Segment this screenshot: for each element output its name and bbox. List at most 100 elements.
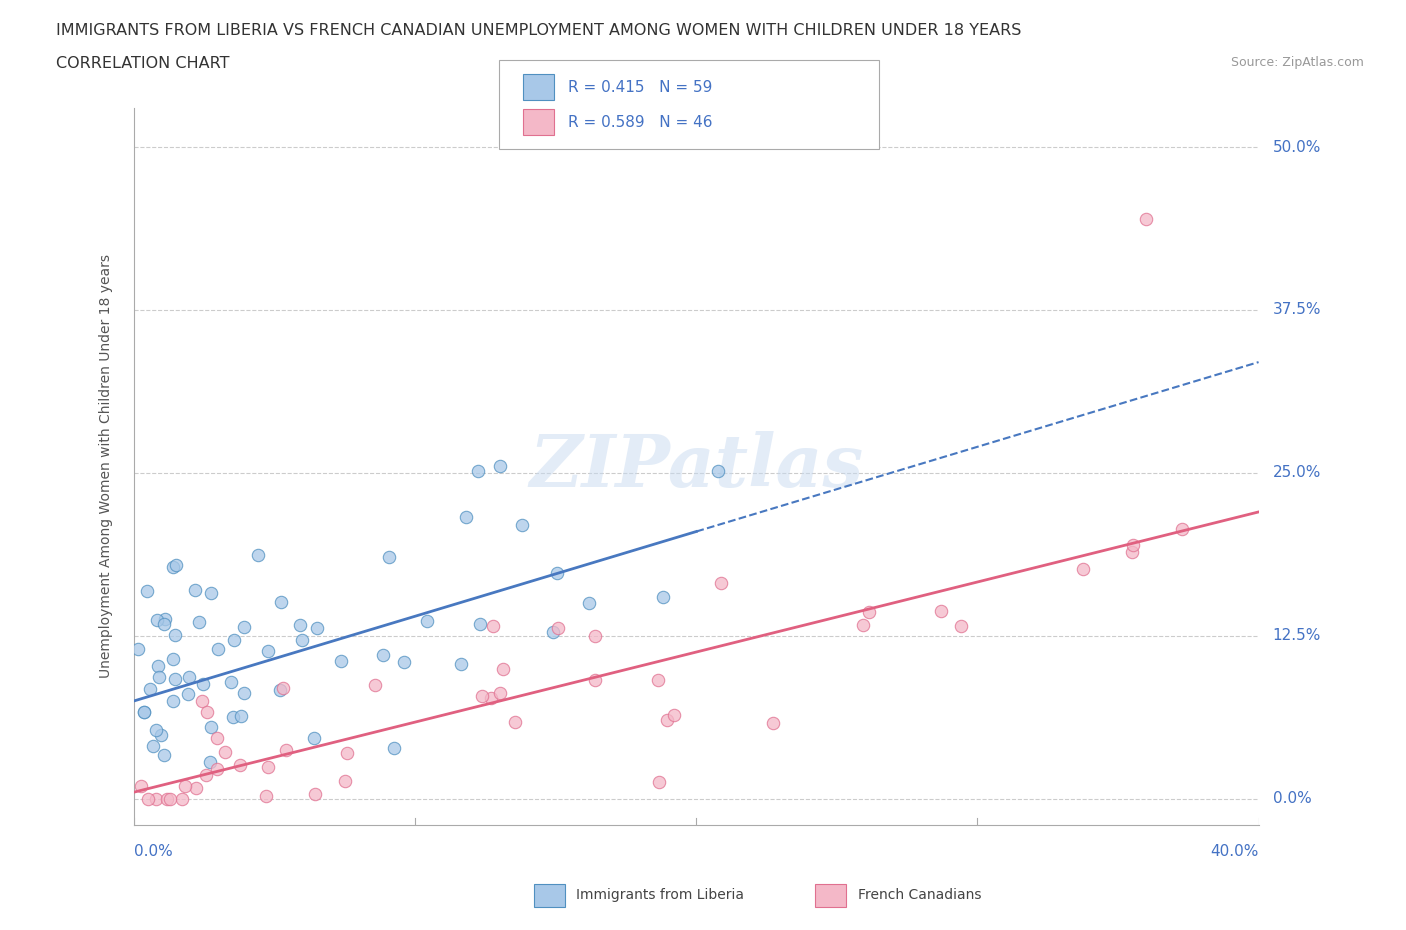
Point (762, 715, 785, 730)
Point (142, 738, 165, 753)
Point (288, 618, 311, 632)
Point (710, 576, 733, 591)
Point (1071, 562, 1094, 577)
Point (657, 712, 679, 727)
Point (382, 741, 405, 756)
Point (489, 685, 512, 700)
Text: 50.0%: 50.0% (1272, 140, 1322, 154)
Text: French Canadians: French Canadians (858, 888, 981, 902)
Point (200, 720, 222, 735)
Point (471, 689, 494, 704)
Point (256, 760, 278, 775)
Point (1121, 544, 1143, 559)
Point (146, 659, 169, 674)
Point (231, 709, 253, 724)
Point (302, 730, 325, 745)
Point (546, 565, 568, 580)
Point (163, 628, 186, 643)
Point (450, 657, 472, 671)
Y-axis label: Unemployment Among Women with Children Under 18 years: Unemployment Among Women with Children U… (100, 254, 114, 678)
Point (177, 686, 200, 701)
Point (415, 613, 437, 628)
Point (378, 550, 401, 565)
Point (195, 704, 218, 719)
Point (153, 617, 176, 631)
Point (165, 557, 187, 572)
Point (371, 647, 394, 662)
Point (136, 584, 159, 599)
Point (492, 662, 515, 677)
Point (467, 464, 489, 479)
Point (503, 714, 526, 729)
Point (246, 548, 269, 563)
Text: 40.0%: 40.0% (1211, 844, 1258, 859)
Point (336, 746, 359, 761)
Point (1171, 522, 1194, 537)
Point (148, 670, 170, 684)
Text: 25.0%: 25.0% (1272, 465, 1322, 481)
Point (191, 677, 214, 692)
Point (162, 560, 184, 575)
Text: 0.0%: 0.0% (1272, 791, 1312, 806)
Text: CORRELATION CHART: CORRELATION CHART (56, 56, 229, 71)
Point (145, 612, 167, 627)
Point (394, 655, 416, 670)
Point (456, 510, 478, 525)
Point (647, 775, 669, 790)
Point (153, 748, 176, 763)
Point (583, 673, 606, 688)
Point (488, 458, 510, 473)
Point (184, 780, 207, 795)
Point (222, 710, 245, 724)
Point (333, 774, 356, 789)
Point (468, 617, 491, 631)
Point (276, 742, 298, 757)
Point (583, 629, 606, 644)
Point (139, 681, 162, 696)
Point (662, 708, 685, 723)
Point (205, 730, 228, 745)
Point (179, 670, 201, 684)
Point (482, 618, 505, 633)
Point (271, 681, 294, 696)
Point (578, 595, 600, 610)
Point (159, 791, 181, 806)
Point (153, 612, 176, 627)
Point (205, 762, 228, 777)
Point (222, 632, 245, 647)
Point (191, 694, 214, 709)
Point (162, 694, 184, 709)
Text: 0.0%: 0.0% (134, 844, 173, 859)
Point (156, 791, 179, 806)
Text: R = 0.589   N = 46: R = 0.589 N = 46 (568, 114, 713, 129)
Text: R = 0.415   N = 59: R = 0.415 N = 59 (568, 80, 713, 95)
Point (184, 582, 207, 597)
Point (1122, 538, 1144, 552)
Point (254, 789, 277, 804)
Point (165, 671, 187, 686)
Text: IMMIGRANTS FROM LIBERIA VS FRENCH CANADIAN UNEMPLOYMENT AMONG WOMEN WITH CHILDRE: IMMIGRANTS FROM LIBERIA VS FRENCH CANADI… (56, 23, 1022, 38)
Point (129, 779, 152, 794)
Point (173, 778, 195, 793)
Point (219, 675, 242, 690)
Point (187, 615, 209, 630)
Point (852, 618, 875, 632)
Point (214, 745, 236, 760)
Point (479, 690, 502, 705)
Point (307, 620, 329, 635)
Point (229, 758, 252, 773)
Point (232, 685, 254, 700)
Point (929, 604, 952, 618)
Point (198, 754, 221, 769)
Point (949, 618, 972, 633)
Point (364, 678, 387, 693)
Point (232, 619, 254, 634)
Point (134, 704, 156, 719)
Point (858, 604, 880, 619)
Point (162, 652, 184, 667)
Text: Immigrants from Liberia: Immigrants from Liberia (576, 888, 744, 902)
Text: ZIPatlas: ZIPatlas (529, 431, 863, 502)
Point (195, 768, 218, 783)
Point (145, 723, 167, 737)
Point (132, 704, 155, 719)
